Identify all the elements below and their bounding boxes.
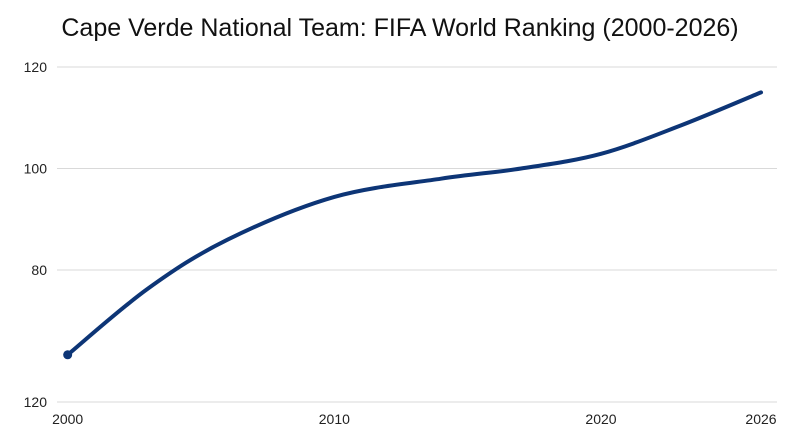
chart-title: Cape Verde National Team: FIFA World Ran… bbox=[61, 14, 739, 42]
y-tick-label: 120 bbox=[24, 59, 48, 75]
x-tick-label: 2020 bbox=[585, 411, 616, 427]
y-tick-label: 120 bbox=[24, 394, 48, 410]
x-tick-label: 2000 bbox=[52, 411, 83, 427]
x-tick-label: 2010 bbox=[319, 411, 350, 427]
x-tick-label: 2026 bbox=[745, 411, 776, 427]
series-layer bbox=[63, 90, 763, 360]
x-axis-ticks: 2000 2010 2020 2026 bbox=[52, 411, 777, 427]
gridlines bbox=[57, 66, 777, 403]
y-tick-label: 100 bbox=[24, 161, 48, 177]
series-line bbox=[65, 90, 763, 357]
data-point bbox=[63, 350, 73, 360]
y-tick-label: 80 bbox=[31, 262, 47, 278]
y-axis-ticks: 120 100 80 120 bbox=[24, 59, 48, 410]
